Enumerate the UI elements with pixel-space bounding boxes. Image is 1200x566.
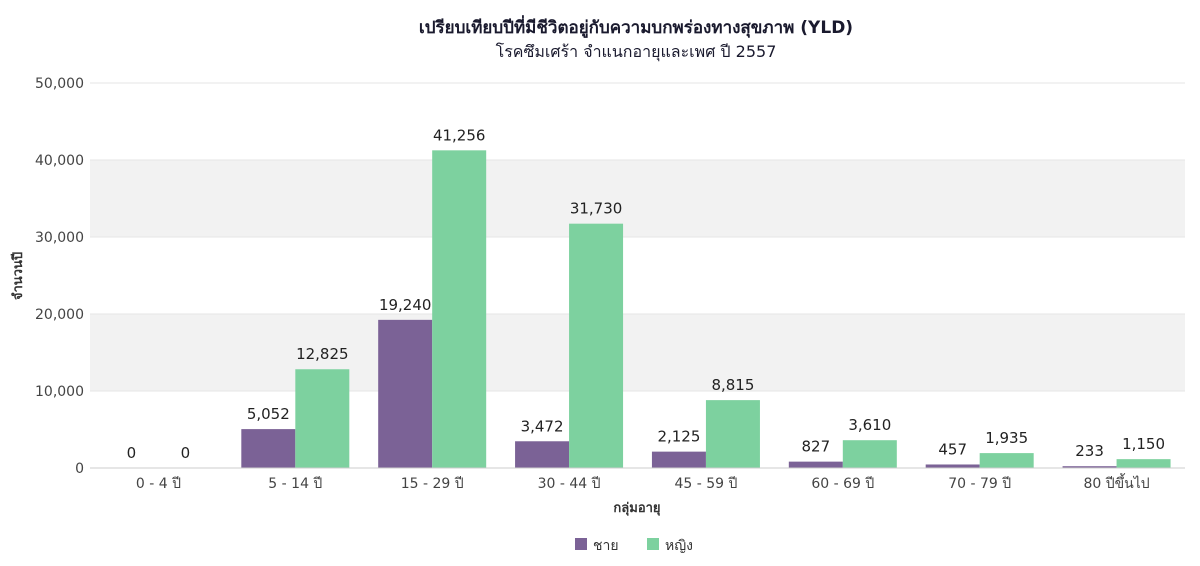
data-label: 3,472 — [521, 417, 564, 435]
bar-male — [788, 461, 843, 468]
y-tick-label: 40,000 — [35, 153, 84, 169]
data-label: 19,240 — [379, 296, 432, 314]
bar-female — [979, 453, 1034, 468]
y-tick-label: 0 — [75, 461, 84, 477]
bar-male — [241, 429, 296, 468]
data-label: 5,052 — [247, 405, 290, 423]
y-tick-label: 10,000 — [35, 384, 84, 400]
data-label: 233 — [1075, 442, 1104, 460]
x-tick-label: 80 ปีขึ้นไป — [1083, 473, 1149, 492]
bars — [241, 150, 1171, 468]
x-tick-label: 30 - 44 ปี — [538, 476, 601, 492]
x-axis-ticks: 0 - 4 ปี 5 - 14 ปี 15 - 29 ปี 30 - 44 ปี 45 … — [136, 473, 1150, 492]
chart-title: เปรียบเทียบปีที่มีชีวิตอยู่กับความบกพร่อ… — [419, 15, 853, 39]
legend-swatch — [575, 538, 587, 550]
data-label: 12,825 — [296, 345, 349, 363]
y-tick-label: 50,000 — [35, 76, 84, 92]
legend-swatch — [647, 538, 659, 550]
y-axis-ticks: 0 10,000 20,000 30,000 40,000 50,000 — [35, 76, 84, 477]
y-axis-title: จำนวนปี — [10, 252, 26, 300]
data-label: 3,610 — [848, 416, 891, 434]
legend: ชาย หญิง — [575, 538, 693, 554]
grid-band — [90, 314, 1185, 391]
data-label: 457 — [938, 440, 967, 458]
bar-male — [378, 319, 433, 468]
data-labels: 0 0 5,052 12,825 19,240 41,256 3,472 31,730 2,12… — [127, 126, 1165, 462]
data-label: 827 — [801, 438, 830, 456]
chart-subtitle: โรคซึมเศร้า จำแนกอายุและเพศ ปี 2557 — [496, 42, 777, 62]
bar-male — [651, 451, 706, 468]
bar-male — [515, 441, 570, 468]
data-label: 2,125 — [657, 428, 700, 446]
x-tick-label: 70 - 79 ปี — [948, 476, 1011, 492]
x-tick-label: 60 - 69 ปี — [811, 476, 874, 492]
data-label: 1,935 — [985, 429, 1028, 447]
bar-female — [432, 150, 487, 468]
data-label: 0 — [181, 444, 191, 462]
data-label: 31,730 — [570, 200, 623, 218]
y-tick-label: 20,000 — [35, 307, 84, 323]
legend-label[interactable]: ชาย — [593, 538, 619, 554]
grid-band — [90, 160, 1185, 237]
bar-female — [842, 440, 897, 468]
y-tick-label: 30,000 — [35, 230, 84, 246]
bar-female — [295, 369, 350, 468]
data-label: 41,256 — [433, 126, 486, 144]
bar-male — [925, 464, 980, 468]
legend-label[interactable]: หญิง — [665, 538, 693, 554]
bar-female — [705, 400, 760, 468]
x-tick-label: 45 - 59 ปี — [674, 476, 737, 492]
bar-female — [569, 223, 624, 468]
data-label: 1,150 — [1122, 435, 1165, 453]
x-axis-title: กลุ่มอายุ — [613, 501, 660, 516]
data-label: 8,815 — [711, 376, 754, 394]
bar-female — [1116, 459, 1171, 468]
x-tick-label: 5 - 14 ปี — [268, 476, 322, 492]
x-tick-label: 15 - 29 ปี — [401, 476, 464, 492]
grid-bands — [90, 160, 1185, 391]
x-tick-label: 0 - 4 ปี — [136, 476, 181, 492]
bar-male — [1062, 466, 1117, 468]
data-label: 0 — [127, 444, 137, 462]
